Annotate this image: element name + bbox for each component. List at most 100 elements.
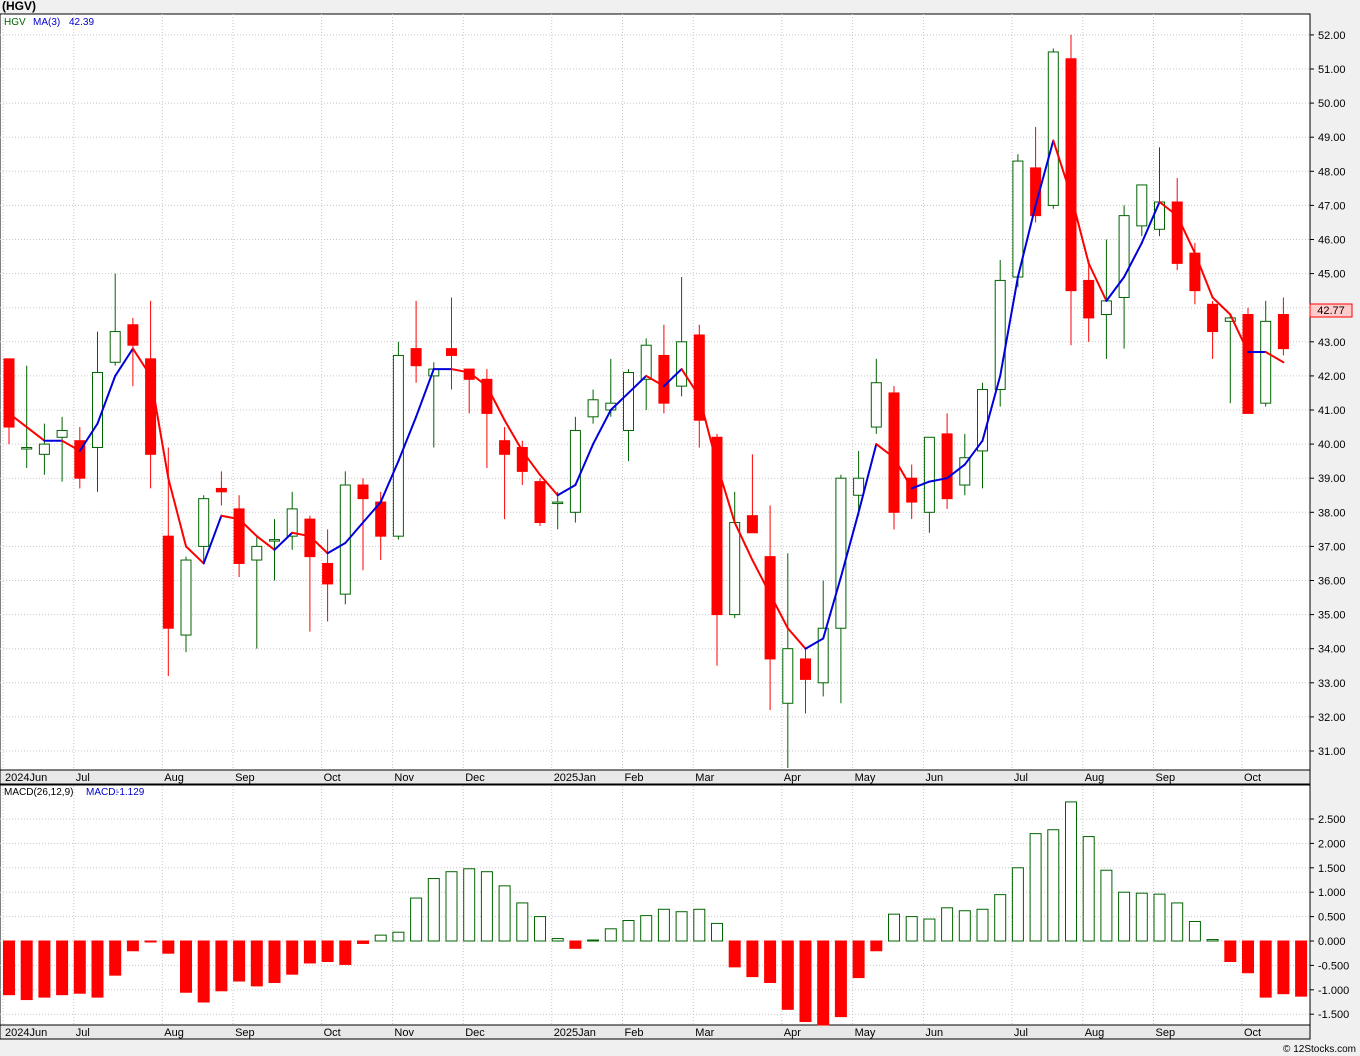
ma-segment [928,477,949,483]
candle-up [923,436,935,513]
macd-bar-positive [1171,902,1184,942]
macd-bar-positive [1188,920,1201,942]
macd-bar-positive [905,916,918,942]
candle-up [198,498,210,547]
month-label: Sep [235,1027,255,1039]
macd-bar-positive [640,915,653,942]
ma-segment [273,531,294,551]
macd-bar-negative [20,940,33,1001]
candle-down [906,477,918,503]
moving-average-line [8,139,1285,650]
macd-bar-negative [1242,940,1254,974]
ma-segment [61,439,81,452]
month-label: Sep [235,772,255,784]
ma-segment [1034,139,1055,207]
price-tick-label: 47.00 [1318,200,1346,212]
candle-down [1083,279,1095,319]
macd-bar-positive [374,934,387,942]
legend-macd-params: MACD(26,12,9) [4,787,73,798]
candle-down [463,368,475,380]
macd-bar-negative [38,940,51,998]
ma-segment [645,374,665,388]
legend-macd-value: -1.129 [116,787,145,798]
month-label: 2024Jun [5,772,47,784]
candle-up [92,371,103,449]
price-tick-label: 48.00 [1318,166,1346,178]
macd-bar-negative [764,940,777,983]
ma-segment [963,439,984,466]
ma-segment [78,422,99,452]
price-tick-label: 33.00 [1318,678,1346,690]
candle-up [251,545,263,561]
macd-bar-negative [250,940,263,987]
month-label: Feb [625,1027,644,1039]
month-label: Feb [625,772,644,784]
ma-segment [981,374,1002,442]
candle-down [1277,314,1289,350]
macd-bar-negative [180,940,192,993]
ma-segment [397,415,418,463]
price-tick-label: 46.00 [1318,235,1346,247]
month-label: 2024Jun [5,1027,47,1039]
macd-bar-negative [109,940,122,976]
month-label: Oct [324,772,341,784]
candle-up [1136,184,1148,227]
macd-bar-negative [268,940,281,983]
macd-tick-label: 1.000 [1318,887,1346,899]
macd-bar-negative [162,940,175,954]
price-tick-label: 39.00 [1318,473,1346,485]
month-label: Mar [695,1027,714,1039]
macd-bar-negative [1224,940,1237,962]
ma-segment [1229,313,1249,354]
ma-segment [592,409,612,446]
macd-bar-positive [1100,869,1113,942]
macd-tick-label: -0.500 [1318,960,1349,972]
ma-segment [839,511,860,579]
macd-bar-positive [516,902,529,942]
macd-bar-positive [587,939,600,942]
month-label: Jun [925,1027,943,1039]
month-label: Apr [784,1027,801,1039]
price-tick-label: 41.00 [1318,405,1346,417]
candle-up [1118,215,1130,298]
candles [3,34,1289,769]
macd-bar-positive [1065,801,1077,942]
ma-segment [255,535,276,551]
candle-up [180,559,192,636]
candle-down [658,354,670,404]
macd-bar-negative [286,940,299,975]
ma-segment [999,276,1019,377]
macd-bar-positive [1135,892,1148,942]
macd-bar-positive [958,910,971,942]
candle-up [1154,201,1165,230]
macd-bar-positive [711,922,723,942]
month-label: May [855,772,876,784]
candle-down [446,348,457,356]
last-price-tag [1309,303,1353,318]
macd-bar-positive [498,885,511,942]
ma-segment [609,391,630,411]
ma-segment [627,374,648,394]
candle-down [746,515,758,534]
price-tick-label: 43.00 [1318,337,1346,349]
candle-up [853,477,865,496]
candle-up [269,539,280,542]
candle-down [162,535,174,629]
ma-segment [450,368,471,374]
candle-down [1189,252,1201,292]
month-label: 2025Jan [554,772,596,784]
ma-segment [8,412,28,429]
macd-bar-negative [1295,940,1308,997]
macd-date-axis [0,1024,1311,1040]
month-label: Mar [695,772,714,784]
month-label: Nov [394,772,414,784]
ma-segment [149,374,170,480]
ma-segment [415,368,435,418]
price-panel [0,13,1311,771]
macd-bar-negative [126,940,139,952]
candle-up [817,627,829,684]
macd-bar-negative [197,940,210,1003]
ma-segment [1211,296,1232,316]
macd-bar-negative [56,940,69,996]
price-tick-label: 42.00 [1318,371,1346,383]
